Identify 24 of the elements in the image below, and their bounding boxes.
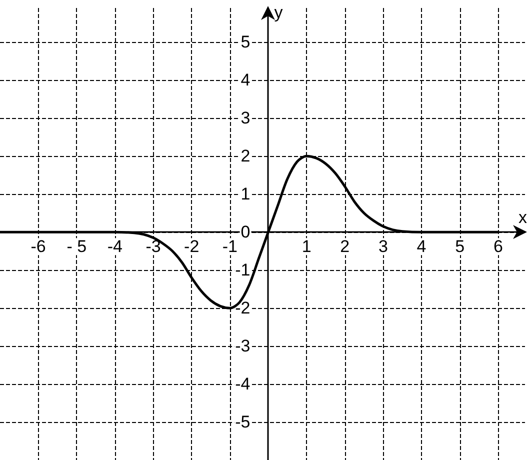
x-tick-label: -4 bbox=[107, 237, 123, 256]
y-tick-label: 0 bbox=[240, 222, 250, 242]
x-tick-label: -1 bbox=[222, 237, 238, 256]
x-tick-label: - 5 bbox=[66, 237, 87, 256]
x-tick-label: 2 bbox=[340, 237, 350, 256]
x-tick-label: 5 bbox=[455, 237, 465, 256]
y-tick-label: 3 bbox=[240, 108, 250, 128]
x-axis-title: x bbox=[518, 208, 528, 228]
y-tick-label: -1 bbox=[235, 260, 250, 280]
x-tick-label: 3 bbox=[378, 237, 388, 256]
y-tick-label: 5 bbox=[240, 32, 250, 52]
x-tick-label: 4 bbox=[416, 237, 426, 256]
y-axis-title: y bbox=[274, 3, 284, 22]
y-tick-label: -2 bbox=[235, 298, 250, 318]
y-tick-label: 4 bbox=[240, 70, 250, 90]
y-tick-label: -3 bbox=[235, 336, 250, 356]
y-tick-label: -5 bbox=[235, 412, 250, 432]
x-tick-label: -2 bbox=[184, 237, 200, 256]
y-tick-label: 2 bbox=[240, 146, 250, 166]
x-tick-label: 6 bbox=[493, 237, 503, 256]
y-tick-label: -4 bbox=[235, 374, 250, 394]
x-tick-label: -6 bbox=[30, 237, 46, 256]
x-tick-label: 1 bbox=[302, 237, 312, 256]
y-tick-label: 1 bbox=[240, 184, 250, 204]
